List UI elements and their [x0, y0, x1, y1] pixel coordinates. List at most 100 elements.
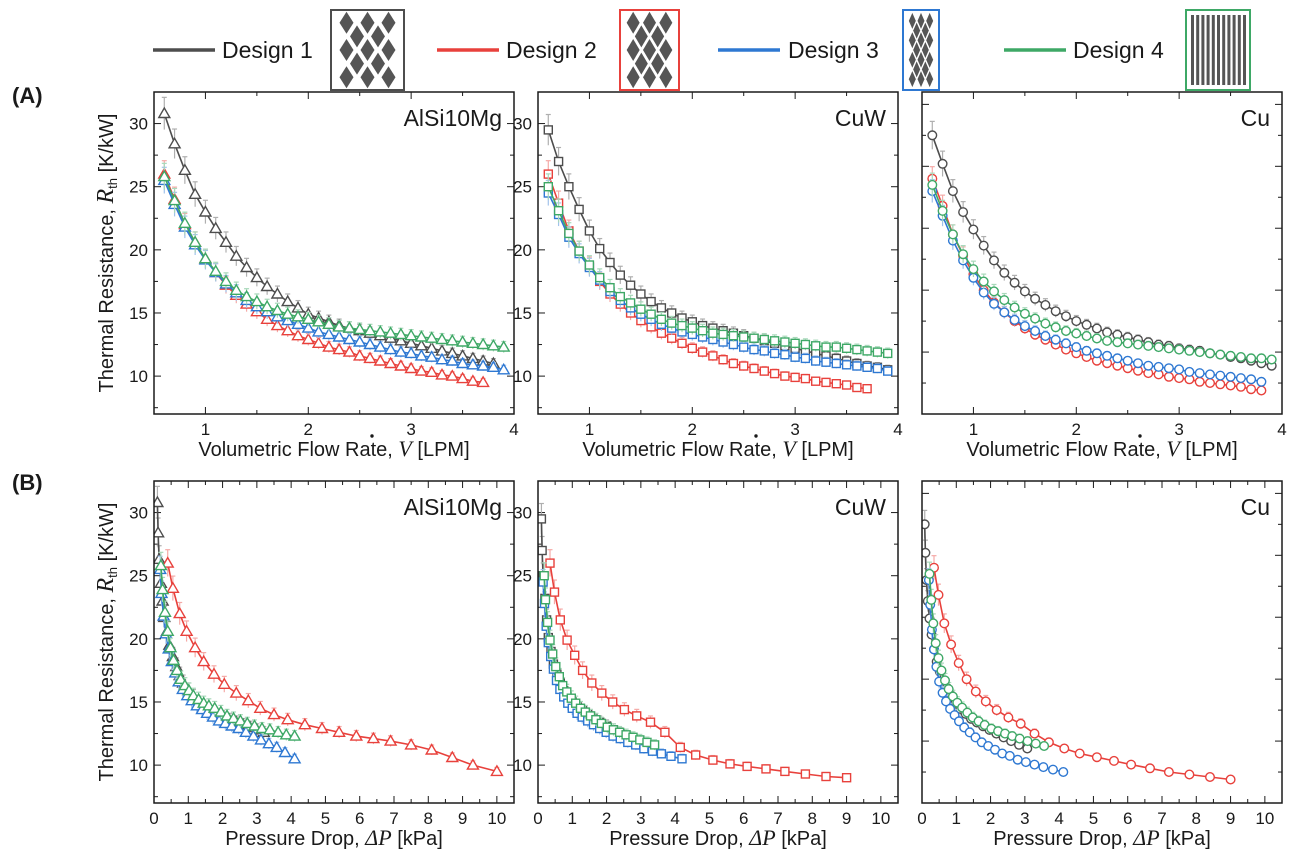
series-design-2 [160, 549, 504, 777]
data-point [811, 341, 821, 351]
data-point [625, 280, 636, 290]
x-axis-title-prefix: Pressure Drop, [225, 828, 365, 850]
y-tick-label: 25 [513, 178, 532, 197]
x-tick-label: 1 [201, 420, 210, 439]
data-point [1081, 319, 1092, 330]
x-tick-label: 6 [355, 809, 364, 828]
x-tick-label: 1 [952, 809, 961, 828]
data-point [1091, 333, 1102, 344]
x-axis-title-unit: [kPa] [776, 828, 827, 850]
data-point [1174, 373, 1185, 384]
data-point [978, 276, 989, 287]
legend-design-2-label: Design 2 [506, 37, 597, 63]
data-point [383, 342, 398, 355]
data-point [667, 318, 677, 328]
data-point [1091, 348, 1102, 359]
data-point [247, 719, 262, 731]
x-tick-label: 4 [670, 809, 679, 828]
legend-design-2: Design 2 [437, 9, 680, 91]
data-point [311, 336, 326, 348]
data-point [260, 299, 274, 312]
data-point [642, 737, 652, 748]
data-point [1235, 381, 1246, 392]
data-point [1194, 347, 1205, 358]
tick-labels: 0 1 2 3 4 5 6 7 8 9 10 [917, 809, 1274, 828]
data-point [1132, 339, 1143, 350]
data-point [922, 519, 930, 530]
data-point [940, 675, 951, 686]
legend-design-3-diamond [926, 32, 934, 49]
data-point [584, 260, 595, 270]
legend-design-4-fin-8 [1232, 15, 1236, 85]
y-tick-label: 15 [513, 304, 532, 323]
x-tick-label: 0 [533, 809, 542, 828]
data-point [198, 205, 213, 217]
data-point [1029, 759, 1040, 770]
data-point [595, 243, 605, 254]
data-point [1015, 718, 1026, 729]
data-point [445, 333, 460, 346]
x-tick-label: 8 [424, 809, 433, 828]
x-tick-label: 6 [739, 809, 748, 828]
data-point [821, 342, 831, 352]
data-point [749, 363, 759, 374]
legend-design-2-diamond [634, 25, 648, 48]
x-tick-label: 2 [1072, 420, 1081, 439]
data-point [968, 224, 979, 235]
data-point [476, 337, 490, 350]
data-point [872, 363, 883, 374]
y-tick-label: 25 [129, 178, 148, 197]
data-point [229, 283, 244, 295]
y-tick-label: 20 [513, 241, 532, 260]
x-tick-label: 5 [1089, 809, 1098, 828]
data-point [1039, 741, 1050, 752]
legend-design-4-fin-10 [1243, 15, 1246, 85]
data-point [718, 329, 728, 340]
data-point [769, 368, 780, 379]
legend-design-1-diamond [381, 11, 396, 34]
data-point [831, 358, 841, 369]
data-point [1009, 277, 1020, 288]
row-label-a: (A) [12, 83, 43, 108]
y-axis-title-row-a: Thermal Resistance, Rth [K/kW] [93, 114, 120, 393]
data-point [595, 272, 605, 283]
data-point [239, 260, 254, 273]
data-point [332, 320, 346, 332]
data-point [821, 771, 831, 782]
data-point [656, 314, 667, 324]
data-point [574, 204, 584, 215]
plot-data [154, 485, 504, 777]
data-point [226, 711, 241, 724]
data-point [332, 330, 346, 342]
data-point [728, 358, 739, 369]
data-point [780, 371, 790, 381]
data-point [404, 328, 418, 341]
data-point [315, 721, 329, 734]
legend-design-2-diamond [651, 52, 665, 75]
data-point [831, 379, 841, 389]
y-tick-label: 20 [129, 241, 148, 260]
tick-labels: 1 2 3 4 10 15 20 25 30 [513, 115, 903, 439]
flow-rate-dot-accent [370, 434, 374, 438]
data-point [841, 343, 852, 353]
legend-design-1-diamond [371, 25, 385, 48]
data-point [553, 156, 564, 167]
legend-design-1-diamond [360, 39, 375, 61]
data-point [862, 346, 872, 356]
data-point [435, 332, 449, 345]
data-point [615, 291, 625, 302]
x-tick-label: 3 [406, 420, 415, 439]
data-point [287, 729, 302, 741]
data-point [301, 332, 316, 345]
legend-design-4-label: Design 4 [1073, 37, 1164, 63]
data-point [841, 380, 852, 390]
data-point [1038, 762, 1049, 773]
data-point [1204, 369, 1215, 380]
data-point [978, 287, 989, 298]
data-point [1204, 772, 1215, 783]
data-point [780, 337, 790, 347]
data-point [383, 326, 398, 338]
data-point [872, 347, 883, 357]
data-point [978, 240, 989, 251]
data-point [1009, 302, 1020, 313]
